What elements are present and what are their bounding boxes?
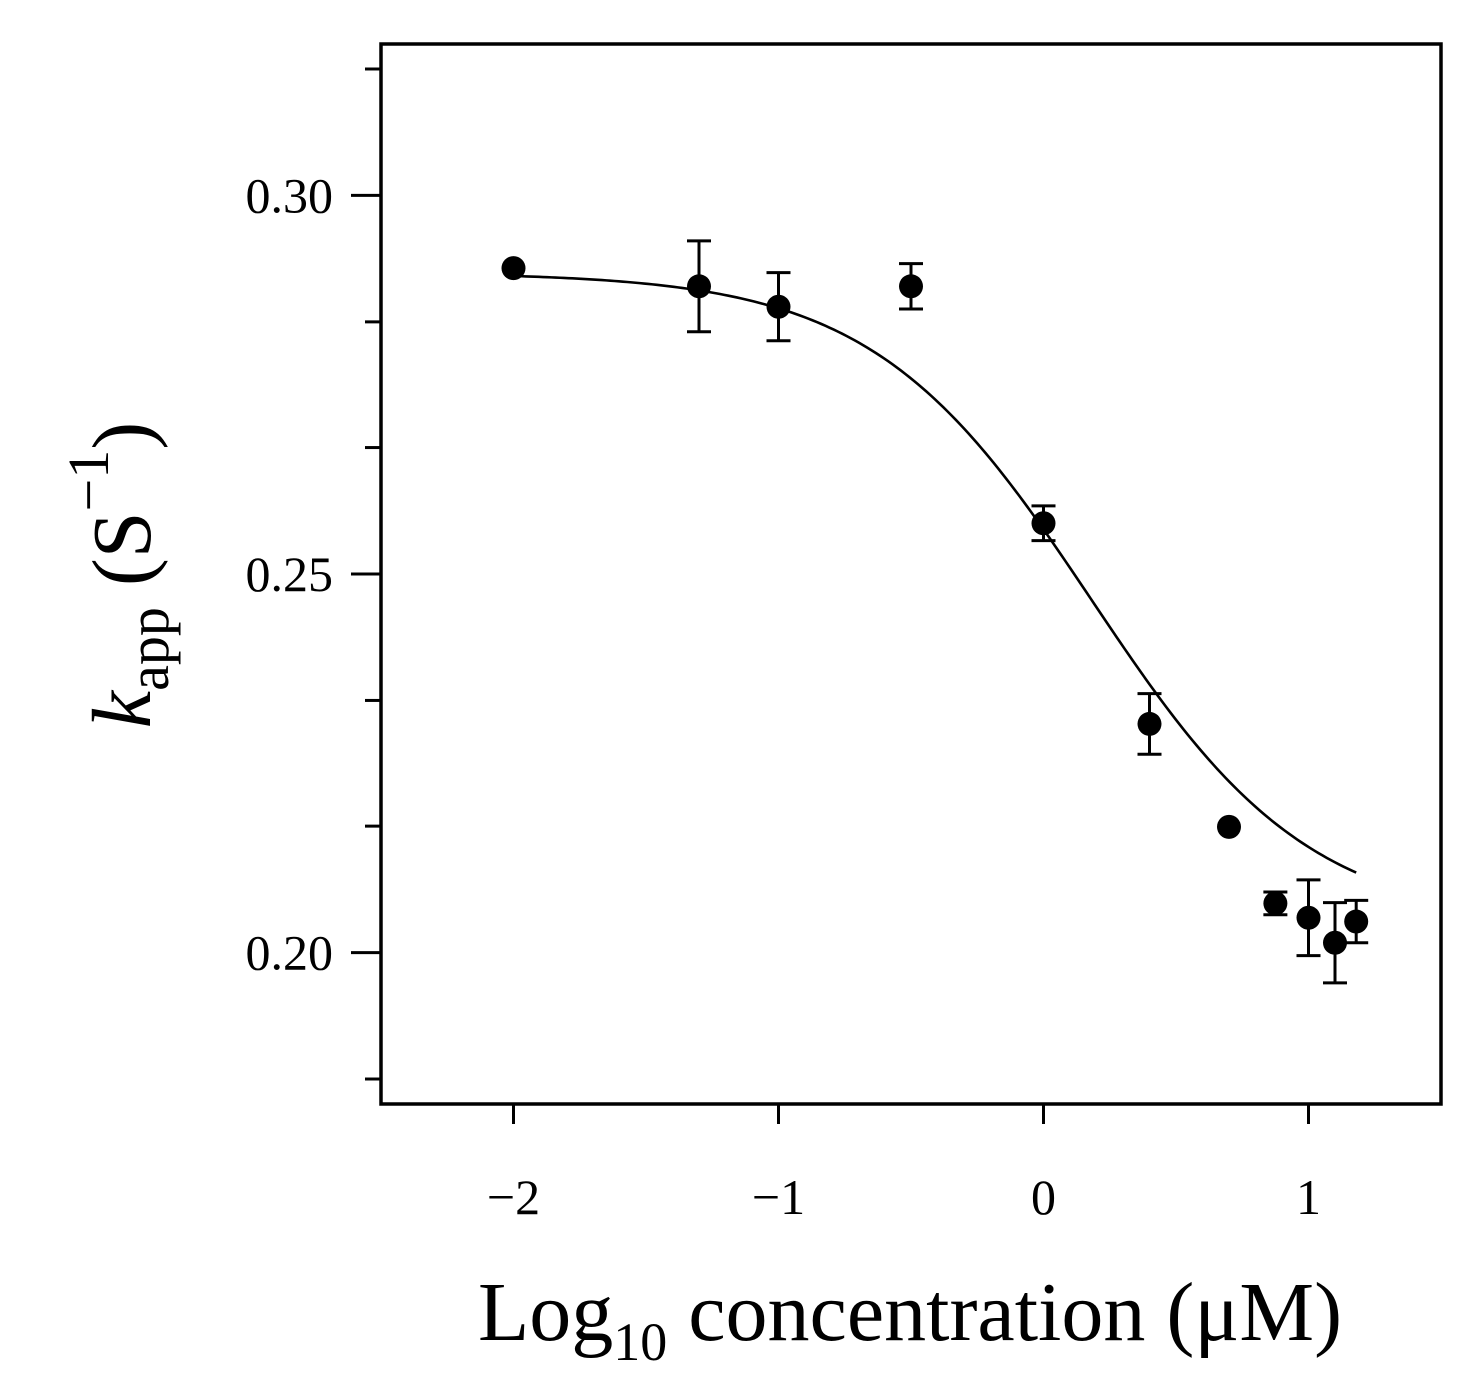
y-axis-title-sup: −1: [56, 450, 121, 512]
y-tick-label-2: 0.20: [246, 925, 334, 981]
x-tick-label-3: 1: [1296, 1169, 1321, 1225]
y-tick-label-0: 0.30: [246, 167, 334, 223]
plot-frame: [379, 42, 1443, 1106]
y-axis-title-unit: (S: [76, 511, 169, 607]
x-axis-title-rest: concentration (μM): [667, 1266, 1342, 1359]
data-point-0: [501, 256, 526, 281]
y-axis-title: kapp (S−1): [56, 422, 181, 728]
x-axis-title: Log10 concentration (μM): [478, 1266, 1342, 1372]
x-axis-title-sub: 10: [613, 1312, 667, 1372]
data-point-7: [1263, 891, 1288, 916]
data-point-10: [1344, 909, 1369, 934]
x-tick-label-2: 0: [1031, 1169, 1056, 1225]
x-tick-label-0: −2: [487, 1169, 540, 1225]
data-point-9: [1323, 930, 1347, 955]
y-tick-label-1: 0.25: [246, 546, 334, 602]
y-axis-title-close: ): [76, 422, 169, 450]
svg-text:kapp (S−1): kapp (S−1): [56, 422, 181, 728]
data-point-4: [1031, 511, 1056, 536]
data-point-3: [899, 274, 923, 299]
data-point-6: [1217, 814, 1241, 839]
data-points: [501, 239, 1369, 985]
data-point-8: [1296, 905, 1321, 930]
data-point-5: [1137, 711, 1162, 736]
fit-curve: [513, 274, 1357, 874]
data-point-1: [687, 274, 711, 299]
data-point-2: [766, 294, 791, 319]
y-axis-title-var: k: [76, 689, 169, 728]
tick-layer: −2 −1 0 1 0.30 0.25 0.20: [246, 67, 1321, 1225]
x-tick-label-1: −1: [752, 1169, 805, 1225]
y-axis-title-sub: app: [116, 607, 181, 691]
x-axis-title-main: Log: [478, 1266, 613, 1359]
